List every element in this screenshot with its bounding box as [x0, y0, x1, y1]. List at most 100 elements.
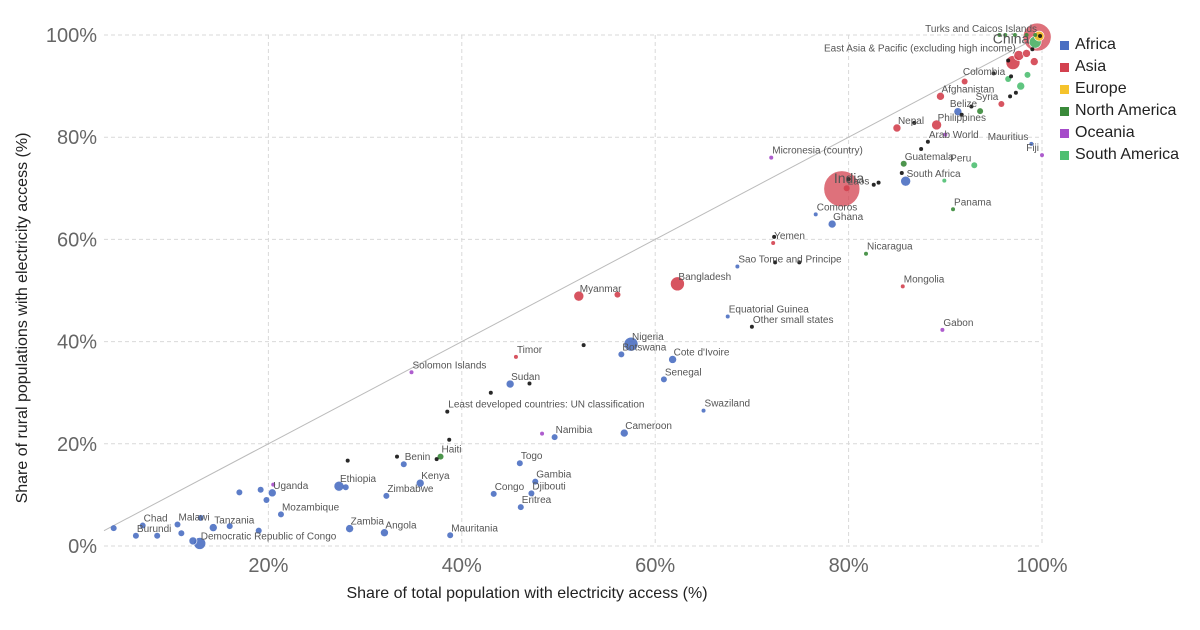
data-point[interactable]	[771, 240, 776, 245]
data-point[interactable]	[892, 123, 902, 133]
data-point[interactable]	[174, 521, 181, 528]
data-point[interactable]	[255, 527, 262, 534]
data-point[interactable]	[132, 532, 139, 539]
data-point[interactable]	[540, 431, 545, 436]
data-point[interactable]	[236, 489, 243, 496]
data-point[interactable]	[997, 33, 1002, 37]
data-point[interactable]	[943, 132, 948, 137]
data-point[interactable]	[969, 104, 974, 109]
data-point[interactable]	[527, 381, 532, 386]
data-point[interactable]	[900, 175, 911, 187]
data-point[interactable]	[813, 212, 818, 217]
data-point[interactable]	[581, 343, 586, 348]
data-point[interactable]	[614, 291, 621, 298]
data-point[interactable]	[380, 528, 389, 538]
data-point[interactable]	[263, 497, 270, 504]
data-point[interactable]	[447, 437, 452, 442]
data-point[interactable]	[517, 504, 524, 511]
data-point[interactable]	[400, 461, 407, 468]
data-point[interactable]	[257, 486, 264, 493]
data-point[interactable]	[931, 119, 942, 131]
data-point[interactable]	[188, 536, 198, 546]
data-point[interactable]	[769, 155, 774, 160]
data-point[interactable]	[395, 454, 400, 459]
legend-item-europe[interactable]: Europe	[1060, 78, 1179, 100]
data-point[interactable]	[919, 146, 924, 151]
data-point[interactable]	[827, 219, 837, 229]
data-point[interactable]	[154, 532, 161, 539]
data-point[interactable]	[178, 530, 185, 537]
data-point[interactable]	[415, 478, 425, 488]
data-point[interactable]	[513, 354, 518, 359]
data-point[interactable]	[208, 523, 218, 532]
data-point[interactable]	[139, 522, 146, 529]
data-point[interactable]	[961, 78, 968, 85]
data-point[interactable]	[551, 434, 558, 441]
data-point[interactable]	[668, 355, 677, 364]
data-point[interactable]	[912, 120, 917, 125]
data-point[interactable]	[532, 478, 539, 485]
data-point[interactable]	[1040, 153, 1044, 158]
data-point[interactable]	[936, 92, 945, 101]
data-point[interactable]	[573, 290, 585, 302]
data-point[interactable]	[846, 177, 851, 182]
data-point[interactable]	[197, 514, 204, 521]
data-point[interactable]	[1012, 33, 1017, 37]
data-point[interactable]	[271, 482, 276, 487]
data-point[interactable]	[505, 379, 515, 389]
data-point[interactable]	[618, 351, 625, 358]
data-point[interactable]	[342, 484, 349, 491]
data-point[interactable]	[1024, 33, 1029, 37]
data-point[interactable]	[725, 314, 730, 319]
data-point[interactable]	[1024, 71, 1031, 78]
data-point[interactable]	[445, 409, 450, 414]
data-point[interactable]	[871, 182, 876, 187]
data-point[interactable]	[735, 264, 740, 269]
data-point[interactable]	[660, 376, 667, 383]
data-point[interactable]	[942, 178, 947, 183]
data-point[interactable]	[1009, 74, 1014, 79]
data-point[interactable]	[772, 234, 777, 239]
data-point[interactable]	[900, 160, 907, 167]
data-point[interactable]	[991, 71, 996, 76]
data-point[interactable]	[1022, 49, 1031, 58]
data-point[interactable]	[670, 276, 685, 292]
data-point[interactable]	[773, 260, 778, 265]
data-point[interactable]	[971, 162, 978, 169]
data-point[interactable]	[953, 107, 963, 116]
legend-item-africa[interactable]: Africa	[1060, 34, 1179, 56]
data-point[interactable]	[876, 180, 881, 185]
data-point[interactable]	[1013, 90, 1018, 95]
data-point[interactable]	[1029, 57, 1039, 66]
data-point[interactable]	[959, 112, 964, 117]
data-point[interactable]	[528, 490, 535, 497]
legend-item-oceania[interactable]: Oceania	[1060, 122, 1179, 144]
data-point[interactable]	[409, 370, 414, 375]
data-point[interactable]	[1016, 81, 1026, 91]
data-point[interactable]	[701, 408, 706, 413]
legend-item-south-america[interactable]: South America	[1060, 144, 1179, 166]
data-point[interactable]	[1038, 34, 1043, 39]
data-point[interactable]	[490, 490, 497, 497]
data-point[interactable]	[823, 170, 861, 208]
data-point[interactable]	[1030, 47, 1035, 52]
legend-item-north-america[interactable]: North America	[1060, 100, 1179, 122]
data-point[interactable]	[900, 284, 905, 289]
data-point[interactable]	[1029, 141, 1034, 146]
data-point[interactable]	[1006, 58, 1011, 63]
data-point[interactable]	[1008, 94, 1013, 99]
data-point[interactable]	[345, 524, 354, 533]
data-point[interactable]	[345, 458, 350, 463]
data-point[interactable]	[447, 532, 454, 539]
data-point[interactable]	[383, 492, 390, 499]
data-point[interactable]	[951, 207, 956, 212]
legend-item-asia[interactable]: Asia	[1060, 56, 1179, 78]
data-point[interactable]	[899, 170, 904, 175]
data-point[interactable]	[110, 525, 117, 532]
data-point[interactable]	[488, 390, 493, 395]
data-point[interactable]	[977, 108, 984, 115]
data-point[interactable]	[843, 185, 850, 192]
data-point[interactable]	[516, 460, 523, 467]
data-point[interactable]	[940, 327, 945, 332]
data-point[interactable]	[749, 324, 754, 329]
